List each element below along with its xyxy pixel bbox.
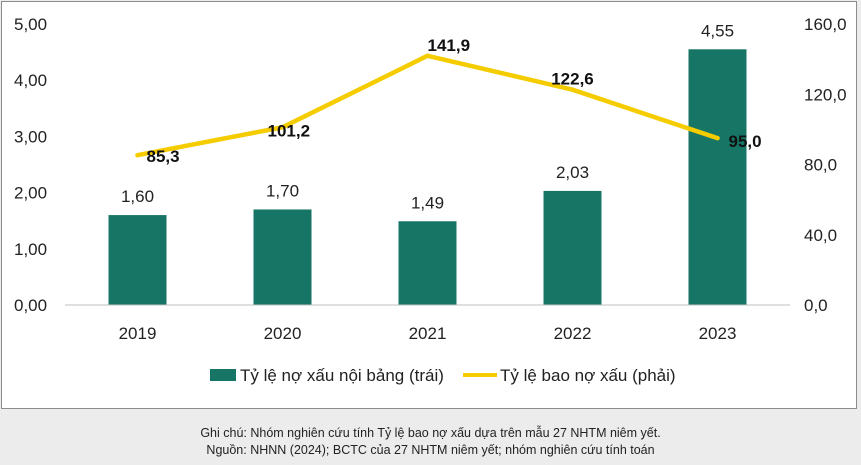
line-label: 141,9 bbox=[428, 36, 471, 55]
bar-label: 1,70 bbox=[266, 181, 299, 200]
x-axis-tick: 2020 bbox=[264, 324, 302, 343]
line-point bbox=[570, 87, 575, 92]
line-label: 95,0 bbox=[729, 132, 762, 151]
line-point bbox=[425, 53, 430, 58]
line-point bbox=[135, 152, 140, 158]
line-point bbox=[715, 135, 720, 141]
x-axis-tick: 2023 bbox=[699, 324, 737, 343]
bar-2021 bbox=[398, 221, 457, 305]
bar-label: 1,49 bbox=[411, 193, 444, 212]
line-point bbox=[280, 125, 285, 130]
bar-2023 bbox=[688, 49, 747, 305]
left-axis-tick: 0,00 bbox=[14, 296, 47, 315]
x-axis-tick: 2019 bbox=[119, 324, 157, 343]
right-axis-tick: 160,0 bbox=[804, 15, 847, 34]
coverage-ratio-line bbox=[135, 53, 720, 158]
legend-bar-label: Tỷ lệ nợ xấu nội bảng (trái) bbox=[240, 366, 444, 385]
bar-2019 bbox=[108, 215, 167, 305]
left-axis-tick: 4,00 bbox=[14, 71, 47, 90]
right-axis-tick: 80,0 bbox=[804, 156, 837, 175]
source-line: Nguồn: NHNN (2024); BCTC của 27 NHTM niê… bbox=[206, 443, 655, 457]
bar-label: 1,60 bbox=[121, 187, 154, 206]
x-axis-tick: 2021 bbox=[409, 324, 447, 343]
bar-label: 4,55 bbox=[701, 21, 734, 40]
line-label: 122,6 bbox=[551, 70, 594, 89]
left-axis-tick: 5,00 bbox=[14, 15, 47, 34]
x-axis-tick: 2022 bbox=[554, 324, 592, 343]
note-line: Ghi chú: Nhóm nghiên cứu tính Tỷ lệ bao … bbox=[200, 426, 661, 440]
legend-bar-swatch bbox=[210, 369, 236, 381]
bar-2020 bbox=[253, 209, 312, 305]
left-axis-tick: 3,00 bbox=[14, 127, 47, 146]
right-axis-tick: 120,0 bbox=[804, 85, 847, 104]
line-label: 85,3 bbox=[147, 147, 180, 166]
combo-chart: 0,00 1,00 2,00 3,00 4,00 5,00 0,0 40,0 80,0 120,… bbox=[14, 15, 847, 385]
left-axis-tick: 2,00 bbox=[14, 184, 47, 203]
bar-label: 2,03 bbox=[556, 163, 589, 182]
left-axis-tick: 1,00 bbox=[14, 240, 47, 259]
line-label: 101,2 bbox=[268, 121, 311, 140]
right-axis-tick: 40,0 bbox=[804, 226, 837, 245]
legend-line-label: Tỷ lệ bao nợ xấu (phải) bbox=[500, 366, 676, 385]
right-axis-tick: 0,0 bbox=[804, 296, 828, 315]
bar-2022 bbox=[543, 190, 602, 305]
